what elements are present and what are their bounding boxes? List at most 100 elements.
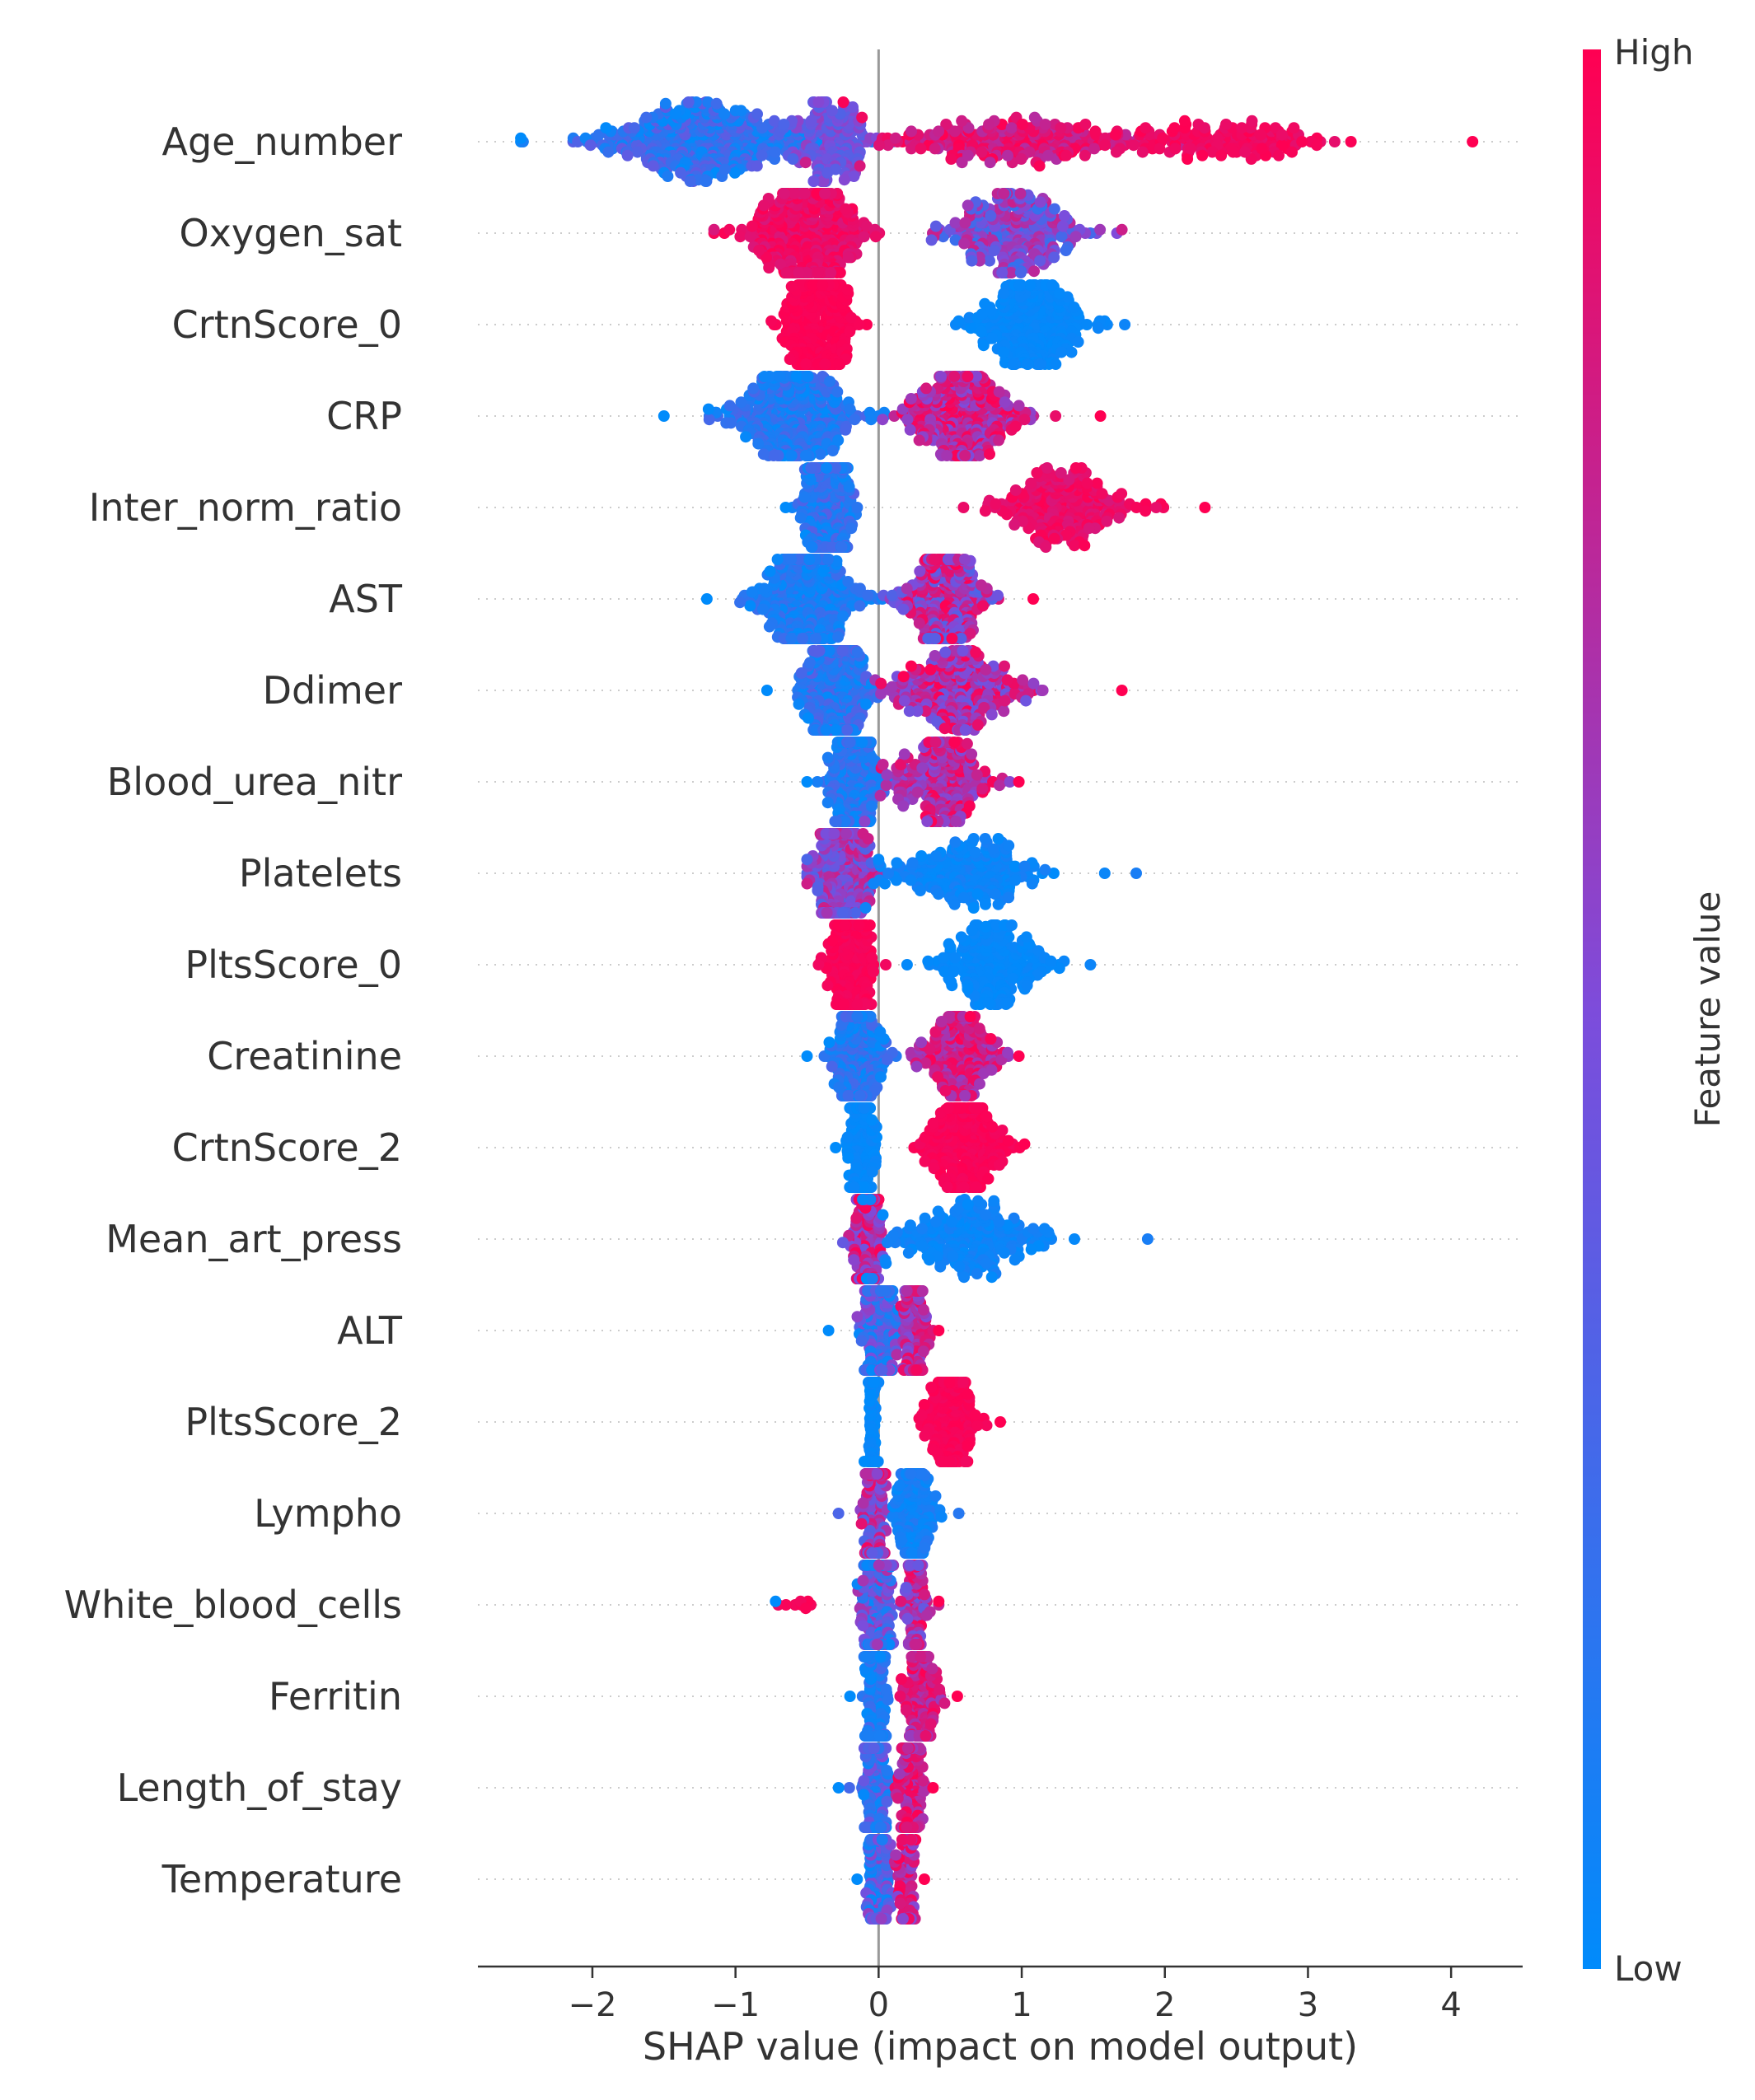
shap-point <box>1024 279 1037 291</box>
shap-point <box>962 371 974 382</box>
shap-point <box>723 223 736 236</box>
shap-point <box>1009 420 1022 433</box>
shap-point <box>1048 203 1060 215</box>
shap-point <box>842 251 854 264</box>
shap-point <box>901 414 914 426</box>
shap-point <box>770 146 781 158</box>
shap-point <box>851 646 863 658</box>
shap-point <box>925 234 938 246</box>
shap-point <box>746 586 758 598</box>
shap-point <box>993 434 1005 447</box>
shap-point <box>813 645 826 657</box>
shap-point <box>825 267 837 278</box>
shap-point <box>702 96 714 108</box>
shap-point <box>869 231 882 243</box>
shap-point <box>996 267 1009 278</box>
shap-point <box>803 554 816 565</box>
shap-point <box>1288 122 1300 134</box>
shap-point <box>848 171 860 182</box>
shap-point <box>826 445 839 456</box>
shap-point <box>1054 288 1065 300</box>
feature-row-points <box>658 371 1107 461</box>
shap-point <box>858 231 870 243</box>
shap-point <box>725 417 737 429</box>
shap-point <box>1113 512 1126 524</box>
shap-point <box>1069 540 1080 552</box>
shap-point <box>799 157 812 169</box>
shap-point <box>929 143 941 155</box>
shap-point <box>1050 358 1062 370</box>
shap-point <box>1033 358 1046 370</box>
shap-point <box>1021 358 1033 370</box>
shap-point <box>856 111 868 124</box>
shap-point <box>793 267 805 278</box>
shap-point <box>778 188 790 199</box>
shap-point <box>993 386 1005 398</box>
shap-point <box>1014 188 1027 199</box>
shap-point <box>735 105 747 117</box>
shap-point <box>1088 143 1100 155</box>
shap-point <box>767 450 779 461</box>
shap-point <box>812 96 825 108</box>
shap-point <box>1192 119 1205 130</box>
shap-point <box>723 400 736 412</box>
shap-point <box>1286 146 1298 158</box>
shap-point <box>1099 139 1112 152</box>
shap-point <box>998 288 1010 300</box>
shap-point <box>631 146 644 158</box>
shap-point <box>1056 220 1069 232</box>
shap-point <box>1169 143 1182 155</box>
shap-point <box>990 498 1002 510</box>
shap-point <box>1101 515 1113 527</box>
shap-point <box>983 119 995 130</box>
shap-point <box>806 541 818 553</box>
shap-point <box>988 245 1000 256</box>
shap-point <box>962 199 974 212</box>
shap-point <box>882 139 894 152</box>
shap-point <box>744 231 756 243</box>
shap-point <box>843 480 855 493</box>
shap-point <box>1255 129 1266 141</box>
shap-point <box>976 146 988 158</box>
shap-point <box>929 633 942 644</box>
shap-point <box>913 434 925 447</box>
shap-point <box>901 582 913 595</box>
shap-point <box>764 565 776 578</box>
shap-point <box>840 423 852 436</box>
shap-point <box>1014 267 1027 278</box>
shap-point <box>700 175 712 187</box>
shap-point <box>628 122 640 134</box>
shap-point <box>757 448 770 461</box>
shap-point <box>1048 532 1060 545</box>
shap-point <box>1083 522 1095 535</box>
shap-point <box>873 139 885 152</box>
shap-point <box>658 410 670 422</box>
shap-point <box>1328 136 1341 147</box>
shap-point <box>812 267 824 278</box>
shap-point <box>929 554 941 565</box>
shap-point <box>1127 139 1140 152</box>
shap-point <box>1220 119 1232 130</box>
shap-point <box>877 414 889 426</box>
shap-point <box>734 231 746 243</box>
shap-point <box>800 450 812 461</box>
shap-point <box>1041 462 1053 474</box>
shap-point <box>840 203 852 215</box>
shap-point <box>1157 132 1169 144</box>
shap-point <box>854 600 866 612</box>
shap-point <box>865 414 878 426</box>
row-gridlines <box>478 141 1523 1880</box>
shap-point <box>810 633 822 644</box>
shap-point <box>837 610 849 622</box>
shap-point <box>1027 593 1039 605</box>
shap-point <box>752 437 765 450</box>
shap-point <box>1094 410 1107 422</box>
shap-point <box>718 108 731 120</box>
shap-point <box>751 160 763 172</box>
shap-point <box>1096 488 1108 500</box>
shap-point <box>984 255 995 267</box>
shap-point <box>821 554 834 565</box>
shap-point <box>1089 125 1102 138</box>
shap-point <box>959 217 971 229</box>
shap-point <box>1007 358 1019 370</box>
